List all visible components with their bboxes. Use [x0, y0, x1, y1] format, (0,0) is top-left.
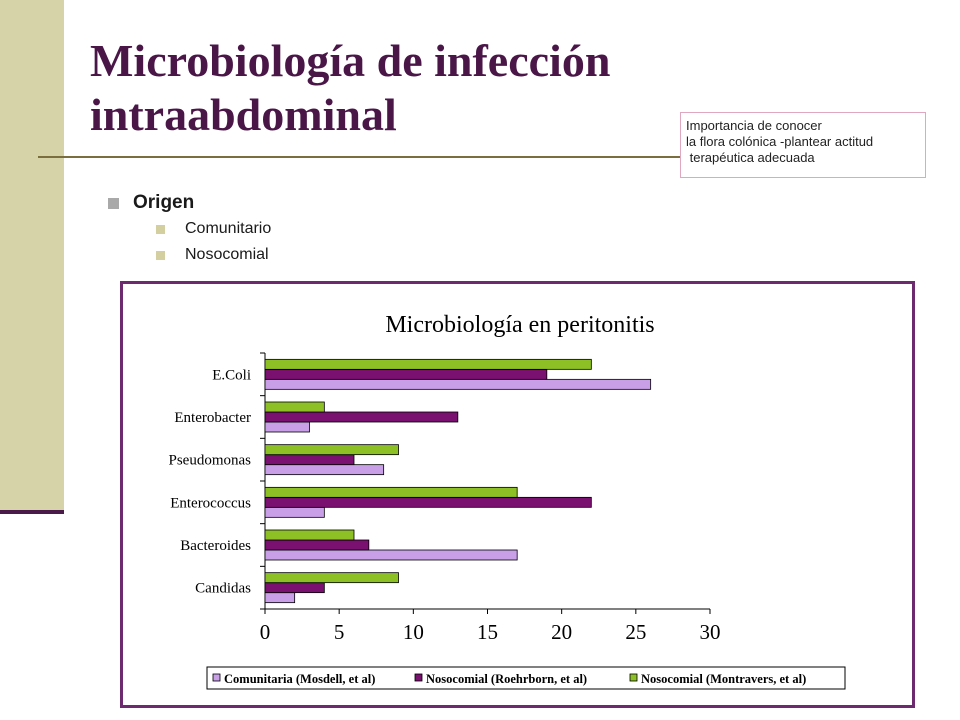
- legend-swatch: [212, 673, 221, 682]
- sub-bullet-square-icon: [156, 224, 165, 234]
- bar-candidas-series-1: [264, 592, 296, 604]
- x-tick-label: 5: [334, 620, 345, 644]
- slide-title-line-1: Microbiología de infección: [90, 35, 611, 86]
- bar-enterococcus-series-3: [264, 486, 518, 498]
- bar-candidas-series-3: [264, 572, 399, 584]
- bar-pseudomonas-series-1: [264, 464, 385, 476]
- bullet-origen-label: Origen: [133, 192, 195, 213]
- bar-ecoli-series-1: [264, 378, 652, 390]
- chart-legend: Comunitaria (Mosdell, et al) Nosocomial (…: [206, 666, 846, 690]
- bar-pseudomonas-series-2: [264, 454, 355, 466]
- bar-pseudomonas-series-3: [264, 444, 399, 456]
- bar-ecoli-series-2: [264, 368, 548, 380]
- note-line-2: la flora colónica -plantear actitud: [686, 134, 874, 149]
- bar-enterobacter-series-1: [264, 421, 310, 433]
- bullet-list: Origen Comunitario Nosocomial: [108, 190, 271, 268]
- sub-bullet-square-icon: [156, 250, 165, 260]
- y-tick-label: E.Coli: [212, 367, 251, 383]
- slide-title: Microbiología de infección intraabdomina…: [90, 34, 710, 142]
- bullet-square-icon: [108, 197, 119, 209]
- peritonitis-bar-chart: Microbiología en peritonitis E.Coli Enter…: [169, 312, 846, 690]
- note-line-3: terapéutica adecuada: [686, 150, 815, 165]
- sub-bullet-nosocomial: Nosocomial: [156, 242, 271, 268]
- x-tick-label: 20: [551, 620, 572, 644]
- bar-bacteroides-series-2: [264, 539, 370, 551]
- plot-area: E.Coli Enterobacter Pseudomonas Enterococcu…: [169, 352, 721, 644]
- x-tick-label: 10: [403, 620, 424, 644]
- left-decorative-band: [0, 0, 64, 510]
- bar-enterococcus-series-2: [264, 496, 592, 508]
- left-band-underline: [0, 510, 64, 514]
- bar-candidas-series-2: [264, 582, 325, 594]
- sub-bullet-comunitario: Comunitario: [156, 216, 271, 242]
- bar-enterococcus-series-1: [264, 506, 325, 518]
- legend-swatch: [629, 673, 638, 682]
- bar-enterobacter-series-3: [264, 401, 325, 413]
- bar-ecoli-series-3: [264, 358, 592, 370]
- x-tick-label: 0: [260, 620, 271, 644]
- title-rule: [38, 156, 680, 158]
- chart-frame: Microbiología en peritonitis E.Coli Enter…: [120, 281, 915, 708]
- y-tick-label: Enterobacter: [174, 410, 251, 426]
- bar-bacteroides-series-1: [264, 549, 518, 561]
- y-tick-label: Enterococcus: [170, 495, 251, 511]
- bar-bacteroides-series-3: [264, 529, 355, 541]
- bar-enterobacter-series-2: [264, 411, 459, 423]
- sub-bullet-nosocomial-label: Nosocomial: [185, 246, 269, 263]
- x-tick-label: 30: [700, 620, 721, 644]
- legend-label: Comunitaria (Mosdell, et al): [224, 672, 375, 686]
- y-tick-label: Candidas: [195, 581, 251, 597]
- note-line-1: Importancia de conocer: [686, 118, 822, 133]
- x-tick-label: 15: [477, 620, 498, 644]
- slide-title-line-2: intraabdominal: [90, 89, 397, 140]
- bullet-origen: Origen: [108, 190, 271, 216]
- legend-label: Nosocomial (Montravers, et al): [641, 672, 806, 686]
- legend-label: Nosocomial (Roehrborn, et al): [426, 672, 587, 686]
- note-textbox: Importancia de conocer la flora colónica…: [680, 112, 926, 178]
- x-tick-label: 25: [625, 620, 646, 644]
- y-tick-label: Bacteroides: [180, 538, 251, 554]
- legend-swatch: [414, 673, 423, 682]
- y-tick-label: Pseudomonas: [169, 453, 252, 469]
- chart-title: Microbiología en peritonitis: [385, 312, 654, 338]
- legend-box: [206, 666, 846, 690]
- sub-bullet-comunitario-label: Comunitario: [185, 220, 272, 237]
